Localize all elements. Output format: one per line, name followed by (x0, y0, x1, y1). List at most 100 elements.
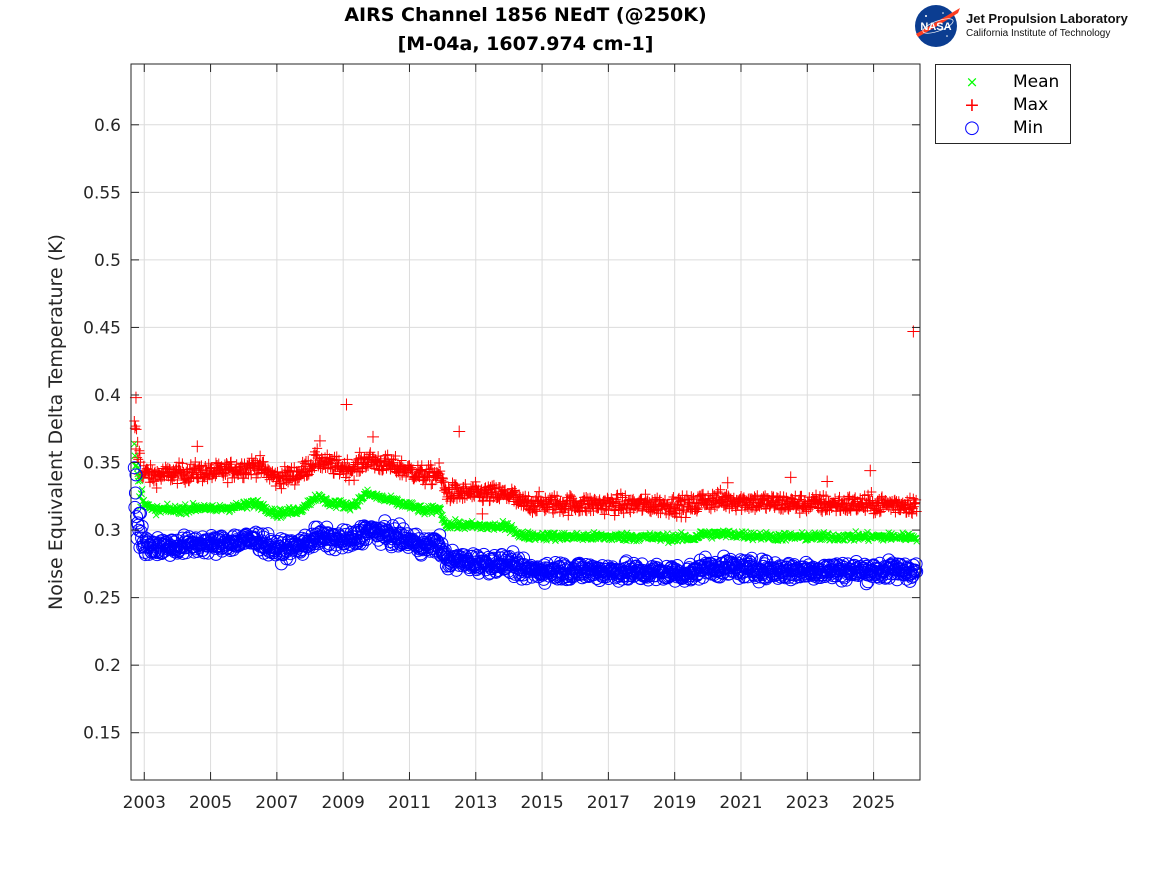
x-tick-label: 2005 (189, 793, 232, 813)
max-point (866, 487, 877, 498)
max-point (373, 451, 384, 462)
series-max (129, 325, 922, 523)
max-point (712, 486, 723, 497)
y-tick-label: 0.2 (94, 656, 121, 676)
max-point (766, 490, 777, 501)
max-point (906, 507, 917, 518)
x-tick-label: 2003 (123, 793, 166, 813)
max-point (534, 486, 545, 497)
max-outlier-point (864, 464, 877, 477)
mean-point (437, 505, 445, 513)
y-tick-label: 0.6 (94, 116, 121, 136)
max-point (177, 458, 188, 469)
max-point (210, 457, 221, 468)
max-point (196, 460, 207, 471)
max-point (251, 472, 262, 483)
mean-point (138, 486, 146, 493)
max-point (258, 456, 269, 467)
max-point (328, 468, 339, 479)
max-point (434, 458, 445, 469)
max-point (312, 443, 323, 454)
max-point (470, 476, 481, 487)
max-point (715, 484, 726, 495)
y-tick-label: 0.45 (83, 318, 121, 338)
max-point (611, 494, 622, 505)
max-point (226, 456, 237, 467)
max-point (436, 475, 447, 486)
max-point (839, 498, 850, 509)
max-point (640, 489, 651, 500)
x-tick-label: 2007 (255, 793, 298, 813)
y-tick-label: 0.25 (83, 589, 121, 609)
max-point (179, 474, 190, 485)
max-point (589, 495, 600, 506)
max-point (240, 467, 251, 478)
max-point (202, 474, 213, 485)
max-point (254, 464, 265, 475)
max-point (354, 447, 365, 458)
legend: × Mean + Max ○ Min (935, 64, 1071, 144)
max-point (322, 449, 333, 460)
mean-point (136, 477, 144, 484)
max-point (821, 491, 832, 502)
max-point (435, 466, 446, 477)
max-point (425, 459, 436, 470)
max-point (218, 471, 229, 482)
max-point (353, 461, 364, 472)
max-point (824, 505, 835, 516)
max-point (705, 504, 716, 515)
max-point (172, 478, 183, 489)
max-point (350, 459, 361, 470)
max-point (167, 474, 178, 485)
max-point (804, 500, 815, 511)
max-point (786, 498, 797, 509)
max-outlier-point (721, 476, 734, 489)
plus-marker-icon: + (964, 94, 980, 116)
max-point (331, 455, 342, 466)
max-point (743, 503, 754, 514)
max-point (742, 501, 753, 512)
max-point (255, 450, 266, 461)
x-tick-label: 2025 (852, 793, 895, 813)
mean-point (354, 502, 362, 510)
legend-item-min: ○ Min (936, 116, 1070, 140)
max-point (164, 463, 175, 474)
mean-point (428, 510, 436, 518)
max-point (907, 508, 918, 519)
max-point (529, 504, 540, 515)
max-point (427, 478, 438, 489)
y-tick-label: 0.55 (83, 183, 121, 203)
max-point (275, 478, 286, 489)
max-point (870, 508, 881, 519)
max-point (855, 493, 866, 504)
legend-label: Mean (1013, 72, 1060, 92)
max-point (238, 473, 249, 484)
chart-title: AIRS Channel 1856 NEdT (@250K) (344, 4, 707, 26)
x-tick-label: 2015 (520, 793, 563, 813)
max-point (190, 457, 201, 468)
max-point (368, 452, 379, 463)
max-point (582, 493, 593, 504)
max-point (406, 462, 417, 473)
max-point (794, 508, 805, 519)
max-point (615, 488, 626, 499)
max-point (254, 458, 265, 469)
max-point (151, 483, 162, 494)
max-point (875, 504, 886, 515)
max-point (333, 454, 344, 465)
max-point (270, 481, 281, 492)
max-point (783, 503, 794, 514)
max-point (563, 510, 574, 521)
max-point (500, 484, 511, 495)
max-point (437, 472, 448, 483)
max-point (599, 509, 610, 520)
axes-frame (130, 63, 921, 781)
max-point (409, 472, 420, 483)
max-point (876, 492, 887, 503)
max-point (723, 491, 734, 502)
max-point (908, 493, 919, 504)
series-min (127, 461, 924, 591)
max-point (302, 470, 313, 481)
legend-label: Min (1013, 118, 1044, 138)
